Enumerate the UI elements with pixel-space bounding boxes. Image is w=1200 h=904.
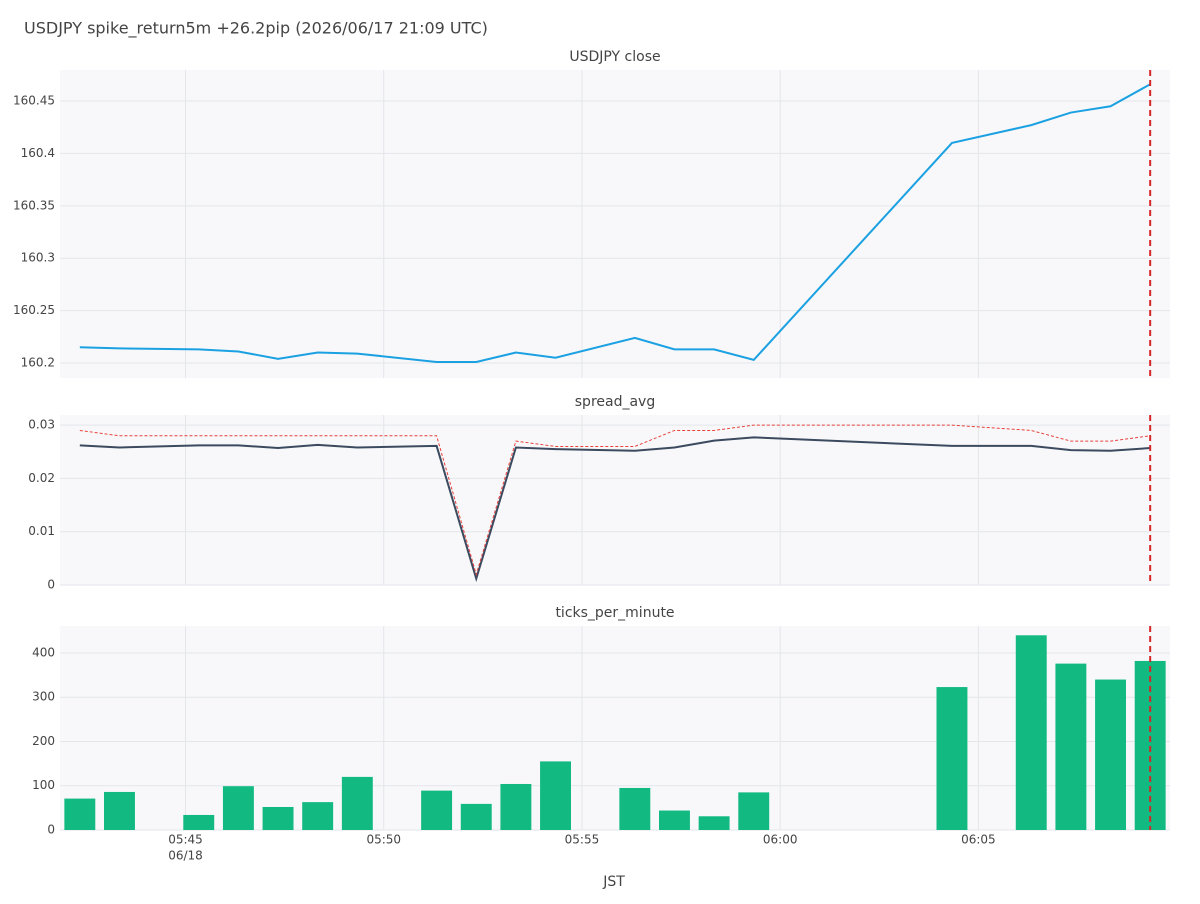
subplot-title: ticks_per_minute xyxy=(555,605,674,621)
x-tick-label: 06:00 xyxy=(763,833,798,847)
bar xyxy=(1055,663,1087,830)
y-tick-label: 0 xyxy=(47,578,55,592)
line xyxy=(79,83,1151,363)
y-tick-label: 160.45 xyxy=(13,94,55,108)
bar xyxy=(500,783,532,830)
bar xyxy=(1095,679,1126,830)
y-tick-label: 160.2 xyxy=(21,356,55,370)
bar xyxy=(698,816,730,830)
subplot-title: USDJPY close xyxy=(569,49,660,65)
x-tick-label: 05:50 xyxy=(366,833,401,847)
bar xyxy=(183,814,215,830)
bar xyxy=(1015,635,1047,830)
bar xyxy=(262,806,294,830)
x-tick-label: 06:05 xyxy=(961,833,996,847)
bar xyxy=(64,798,96,830)
bar xyxy=(460,803,492,830)
bar xyxy=(341,776,373,830)
x-tick-label: 05:55 xyxy=(565,833,600,847)
y-tick-label: 0 xyxy=(47,823,55,837)
bar xyxy=(936,687,968,830)
y-tick-label: 0.01 xyxy=(28,524,55,538)
bar xyxy=(222,786,254,830)
bar xyxy=(540,761,571,830)
line xyxy=(79,436,1151,583)
x-date-label: 06/18 xyxy=(168,849,203,863)
y-tick-label: 160.4 xyxy=(21,146,55,160)
y-tick-label: 100 xyxy=(32,778,55,792)
y-tick-label: 300 xyxy=(32,690,55,704)
y-tick-label: 0.02 xyxy=(28,471,55,485)
bar xyxy=(302,802,334,830)
x-tick-label: 05:45 xyxy=(168,833,203,847)
y-tick-label: 160.35 xyxy=(13,198,55,212)
x-axis-title: JST xyxy=(602,874,625,890)
subplot-title: spread_avg xyxy=(575,394,655,410)
y-tick-label: 160.25 xyxy=(13,303,55,317)
line xyxy=(79,424,1151,577)
plot-area xyxy=(60,415,1170,585)
y-tick-label: 160.3 xyxy=(21,251,55,265)
y-tick-label: 400 xyxy=(32,645,55,659)
bar xyxy=(619,787,651,830)
bar xyxy=(104,791,135,830)
bar xyxy=(659,810,690,830)
plot-area xyxy=(60,70,1170,378)
y-tick-label: 200 xyxy=(32,734,55,748)
page-title: USDJPY spike_return5m +26.2pip (2026/06/… xyxy=(24,19,488,39)
bar xyxy=(421,790,453,830)
y-tick-label: 0.03 xyxy=(28,418,55,432)
bar xyxy=(738,792,770,830)
